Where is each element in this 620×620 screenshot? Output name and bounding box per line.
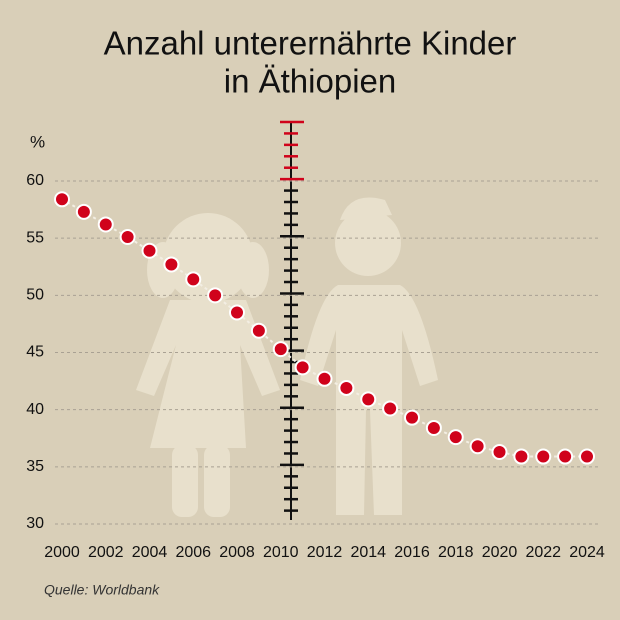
y-tick-label: 30: [26, 515, 44, 532]
y-axis-label: %: [30, 132, 45, 151]
data-point: [163, 256, 180, 273]
x-tick-label: 2018: [438, 544, 474, 561]
x-tick-label: 2000: [44, 544, 80, 561]
data-point: [316, 370, 333, 387]
data-point: [447, 429, 464, 446]
data-point: [404, 409, 420, 426]
y-tick-label: 40: [26, 401, 44, 418]
x-tick-label: 2012: [307, 544, 343, 561]
data-point: [97, 216, 114, 233]
data-point: [579, 448, 595, 465]
x-tick-label: 2008: [219, 544, 255, 561]
data-point: [535, 448, 552, 465]
y-tick-label: 55: [26, 229, 44, 246]
chart-subtitle: in Äthiopien: [224, 63, 396, 100]
data-point: [207, 287, 224, 304]
data-point: [119, 229, 136, 246]
ruler: [280, 120, 304, 520]
data-point: [469, 438, 486, 455]
data-point: [513, 448, 530, 465]
x-tick-label: 2006: [175, 544, 211, 561]
x-tick-label: 2024: [569, 544, 605, 561]
y-tick-label: 45: [26, 344, 44, 361]
x-tick-label: 2020: [482, 544, 518, 561]
data-point: [425, 419, 442, 436]
data-point: [294, 359, 311, 376]
x-tick-label: 2022: [525, 544, 561, 561]
x-tick-label: 2016: [394, 544, 430, 561]
data-point: [141, 242, 158, 259]
data-point: [75, 203, 92, 220]
data-point: [491, 443, 508, 460]
x-tick-label: 2002: [88, 544, 124, 561]
data-point: [185, 271, 202, 288]
x-tick-label: 2010: [263, 544, 299, 561]
y-tick-label: 60: [26, 172, 44, 189]
y-tick-label: 35: [26, 458, 44, 475]
data-point: [338, 379, 355, 396]
x-tick-label: 2004: [132, 544, 168, 561]
data-point: [250, 322, 267, 339]
data-point: [557, 448, 574, 465]
chart-title: Anzahl unterernährte Kinder: [104, 25, 517, 62]
data-point: [54, 191, 70, 208]
data-point: [360, 391, 377, 408]
source: Quelle: Worldbank: [44, 582, 160, 598]
data-point: [229, 304, 245, 321]
y-tick-label: 50: [26, 287, 44, 304]
data-point: [272, 341, 289, 358]
data-point: [382, 400, 399, 417]
x-tick-label: 2014: [350, 544, 386, 561]
